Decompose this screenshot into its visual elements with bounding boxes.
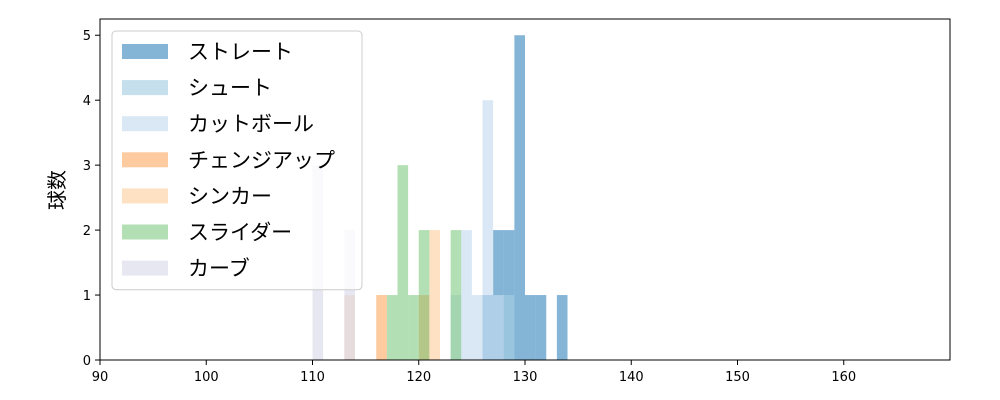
bar-series-0-bin-5 [535, 295, 547, 360]
legend-label: チェンジアップ [188, 148, 335, 172]
bar-series-5-bin-0 [386, 295, 398, 360]
legend-swatch [122, 44, 168, 59]
bar-series-5-bin-4 [450, 230, 462, 360]
legend-swatch [122, 116, 168, 132]
legend-swatch [122, 80, 168, 96]
bar-series-6-bin-1 [344, 230, 355, 360]
legend-swatch [122, 152, 168, 168]
bar-series-1-bin-0 [503, 295, 515, 360]
x-tick-label: 100 [194, 370, 219, 385]
bar-series-2-bin-3 [482, 100, 494, 360]
x-tick-label: 120 [406, 370, 431, 385]
x-tick-label: 140 [619, 370, 644, 385]
bar-series-0-bin-6 [556, 295, 568, 360]
x-tick-label: 90 [92, 370, 109, 385]
y-axis-label: 球数 [45, 170, 69, 210]
x-tick-label: 110 [300, 370, 325, 385]
x-axis: 90 100 110 120 130 140 150 160 [92, 360, 856, 385]
legend-label: カットボール [188, 112, 314, 136]
x-tick-label: 160 [831, 370, 856, 385]
legend-swatch [122, 224, 168, 240]
legend-box [111, 30, 363, 291]
legend-label: ストレート [188, 40, 293, 64]
x-tick-label: 130 [513, 370, 538, 385]
y-tick-label: 5 [83, 29, 91, 44]
legend-label: シンカー [188, 184, 272, 208]
x-tick-label: 150 [725, 370, 750, 385]
legend-swatch [122, 260, 168, 276]
bar-series-5-bin-1 [397, 165, 409, 360]
y-tick-label: 2 [83, 224, 91, 239]
bar-series-5-bin-2 [408, 295, 419, 360]
y-tick-label: 4 [83, 94, 91, 109]
bar-series-0-bin-4 [525, 295, 536, 360]
bars-layer [312, 35, 568, 360]
bar-series-0-bin-3 [514, 35, 525, 360]
y-axis: 0 1 2 3 4 5 [83, 29, 100, 369]
bar-series-2-bin-2 [471, 295, 483, 360]
bar-series-3-bin-0 [376, 295, 387, 360]
bar-series-5-bin-3 [418, 230, 430, 360]
legend-label: シュート [188, 76, 272, 100]
bar-series-2-bin-4 [493, 295, 504, 360]
legend-swatch [122, 188, 168, 204]
y-tick-label: 3 [83, 159, 91, 174]
bar-series-2-bin-1 [461, 230, 472, 360]
y-tick-label: 0 [83, 354, 91, 369]
bar-series-4-bin-1 [429, 230, 440, 360]
y-tick-label: 1 [83, 289, 91, 304]
legend-label: スライダー [188, 221, 292, 245]
legend-label: カーブ [188, 257, 250, 281]
